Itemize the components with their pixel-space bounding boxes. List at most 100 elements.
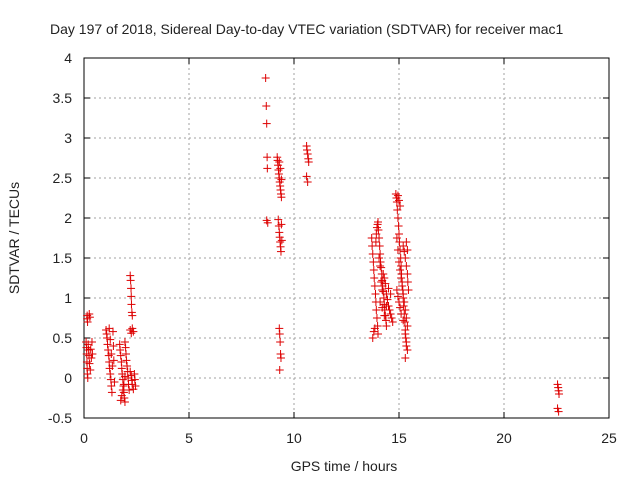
data-point [303, 178, 312, 186]
data-point [392, 234, 401, 242]
data-point [126, 367, 135, 376]
data-point [262, 119, 271, 128]
data-point [302, 172, 311, 181]
data-point [396, 202, 405, 210]
data-point [397, 274, 406, 282]
data-point [369, 266, 378, 274]
chart-title: Day 197 of 2018, Sidereal Day-to-day VTE… [50, 21, 563, 37]
data-point [106, 370, 115, 378]
data-point [276, 338, 285, 346]
data-point [369, 327, 378, 336]
x-axis-label: GPS time / hours [291, 458, 398, 474]
data-point [83, 374, 92, 382]
data-point [85, 310, 94, 318]
data-point [86, 366, 95, 374]
data-point [395, 230, 403, 238]
data-point [386, 310, 395, 318]
data-point [381, 279, 390, 288]
data-point [384, 284, 393, 293]
data-point [85, 359, 94, 368]
data-point [110, 378, 119, 386]
data-point [370, 282, 379, 290]
data-point [107, 388, 116, 397]
data-point [386, 290, 395, 298]
data-point [372, 306, 381, 314]
data-point [395, 298, 403, 306]
data-point [403, 270, 412, 278]
data-point [399, 290, 408, 298]
data-point [263, 153, 272, 162]
data-point [374, 330, 382, 338]
data-point [391, 190, 400, 198]
data-point [276, 164, 285, 173]
data-point [367, 234, 376, 242]
data-point [553, 380, 562, 389]
data-point [83, 318, 92, 326]
data-point [374, 218, 382, 226]
data-point [108, 362, 117, 370]
data-point [555, 390, 564, 398]
data-point [380, 274, 389, 282]
data-point [395, 196, 403, 205]
x-tick-label: 0 [80, 430, 88, 446]
data-point [263, 164, 272, 173]
data-point [554, 407, 563, 416]
data-point [402, 338, 411, 346]
data-point [262, 102, 271, 110]
data-point [396, 303, 405, 312]
data-point [393, 246, 402, 254]
data-point [126, 276, 135, 285]
data-point [382, 322, 391, 330]
data-point [86, 345, 95, 354]
data-point [276, 247, 285, 256]
data-point [382, 302, 391, 310]
data-point [378, 286, 387, 294]
data-point [393, 292, 402, 301]
data-point [263, 218, 272, 227]
data-point [129, 327, 138, 336]
y-tick-label: 0 [64, 370, 72, 386]
data-point [401, 354, 410, 362]
data-point [399, 302, 408, 310]
data-point [103, 340, 112, 349]
data-point [368, 250, 377, 258]
data-point [376, 250, 385, 258]
data-point [553, 404, 562, 413]
data-point [125, 386, 134, 394]
data-point [375, 254, 384, 262]
y-tick-label: 3 [64, 130, 72, 146]
y-tick-label: 2 [64, 210, 72, 226]
data-point [403, 322, 412, 330]
data-point [403, 246, 412, 254]
y-tick-label: 1.5 [53, 250, 73, 266]
data-point [388, 318, 397, 326]
data-point [393, 191, 402, 200]
data-point [371, 290, 380, 298]
data-point [369, 258, 378, 266]
data-point [123, 362, 132, 370]
data-point [394, 222, 403, 230]
data-point [376, 298, 385, 306]
data-point [376, 262, 385, 270]
data-point [117, 391, 126, 400]
data-point [403, 346, 412, 354]
plot-area-frame [83, 57, 610, 419]
data-point [372, 314, 381, 322]
data-point [370, 274, 379, 282]
data-point [368, 242, 377, 250]
data-point [120, 338, 129, 346]
x-tick-label: 15 [391, 430, 407, 446]
data-point [108, 327, 117, 336]
data-point [398, 282, 407, 290]
data-point [116, 351, 125, 360]
y-tick-label: -0.5 [48, 410, 72, 426]
data-point [379, 270, 388, 278]
y-axis-label: SDTVAR / TECUs [6, 182, 22, 294]
data-point [131, 382, 140, 390]
data-point [397, 310, 406, 318]
data-point [85, 313, 94, 322]
data-point [116, 346, 125, 354]
data-point [118, 375, 127, 384]
